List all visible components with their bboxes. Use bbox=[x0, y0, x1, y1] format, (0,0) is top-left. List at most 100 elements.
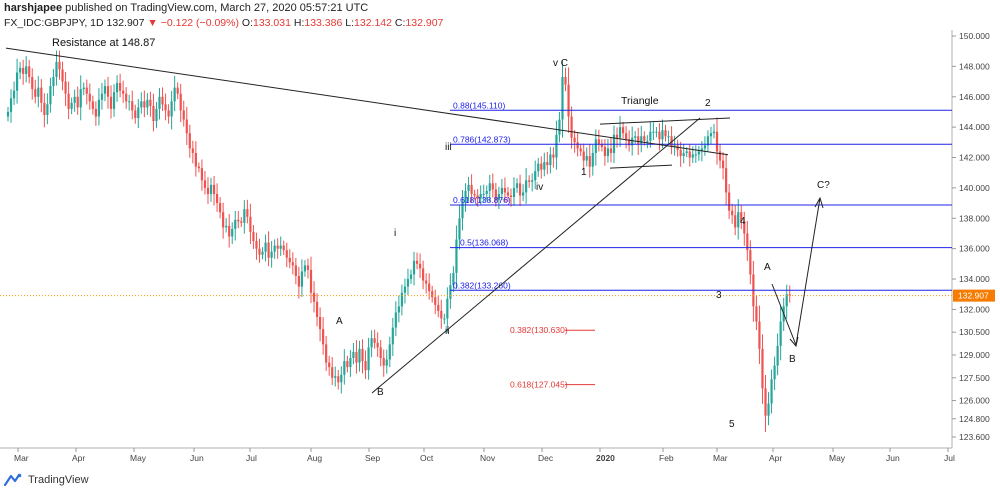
candle-body bbox=[318, 317, 322, 330]
candle bbox=[694, 145, 697, 163]
candle bbox=[137, 99, 140, 129]
symbol-label: FX_IDC:GBPJPY, 1D bbox=[4, 17, 104, 29]
candle bbox=[767, 392, 770, 426]
candle-body bbox=[131, 101, 134, 111]
resistance-trendline bbox=[5, 47, 729, 156]
time-axis[interactable]: Mar Apr May Jun Jul Aug Sep Oct Nov Dec 2020 Feb Mar… bbox=[14, 448, 955, 463]
candle bbox=[315, 293, 319, 327]
drawings-layer: 0.88(145.110) 0.786(142.873) 0.618(138.876… bbox=[0, 37, 952, 430]
candle bbox=[431, 285, 434, 303]
candle-body bbox=[309, 269, 313, 293]
wave-label-ii: ii bbox=[445, 326, 449, 337]
price-axis[interactable]: 150.000 148.000 146.000 144.000 142.000 140.0… bbox=[952, 31, 995, 442]
candle-body bbox=[767, 403, 770, 416]
projection-path bbox=[771, 197, 821, 347]
x-axis-tick-label: Jun bbox=[190, 453, 204, 463]
wave-label-b: B bbox=[377, 387, 384, 398]
fib-level-label: 0.88(145.110) bbox=[453, 100, 505, 110]
candle bbox=[170, 90, 173, 130]
candle bbox=[140, 92, 143, 114]
candle bbox=[237, 211, 240, 229]
candle-body bbox=[182, 110, 185, 120]
candle-body bbox=[512, 187, 516, 198]
wave-label-v-c: v C bbox=[553, 58, 568, 69]
candle bbox=[585, 147, 588, 167]
candle-body bbox=[667, 136, 670, 138]
candle-body bbox=[637, 136, 640, 144]
x-axis-tick-label: Jul bbox=[246, 453, 257, 463]
candle-body bbox=[461, 203, 464, 219]
candle bbox=[276, 238, 279, 259]
candle bbox=[397, 295, 400, 323]
candle bbox=[70, 97, 73, 115]
candle-body bbox=[282, 245, 285, 251]
candle-body bbox=[628, 139, 631, 146]
candle bbox=[346, 355, 349, 373]
candle-body bbox=[528, 180, 531, 182]
candle-body bbox=[652, 131, 655, 133]
candle-body bbox=[6, 111, 10, 117]
candle-body bbox=[694, 154, 697, 156]
candle bbox=[515, 178, 519, 193]
candle-body bbox=[367, 347, 370, 371]
candle bbox=[73, 89, 76, 112]
candle-body bbox=[449, 285, 452, 299]
candle bbox=[112, 84, 116, 117]
candle-body bbox=[437, 304, 440, 311]
y-axis-tick-label: 124.800 bbox=[959, 414, 990, 424]
fib-level-label-red: 0.618(127.045) bbox=[510, 380, 568, 390]
candle-body bbox=[467, 184, 470, 191]
x-axis-tick-label: Nov bbox=[480, 453, 496, 463]
candle bbox=[482, 184, 485, 203]
candle bbox=[391, 317, 394, 356]
wave-label-b-right: B bbox=[789, 354, 796, 365]
candle-body bbox=[134, 110, 137, 119]
candle-body bbox=[558, 119, 561, 135]
candle bbox=[558, 111, 561, 143]
candle bbox=[128, 94, 131, 111]
candle-body bbox=[746, 233, 749, 251]
candle-body bbox=[122, 90, 125, 94]
candle bbox=[340, 366, 343, 394]
candle bbox=[676, 139, 679, 157]
candle bbox=[258, 238, 261, 263]
candle-body bbox=[479, 193, 482, 199]
x-axis-tick-label: Jul bbox=[944, 453, 955, 463]
candle bbox=[734, 204, 737, 236]
candle bbox=[209, 177, 213, 202]
candle-body bbox=[176, 87, 179, 94]
candle bbox=[582, 143, 585, 171]
high-label: H: bbox=[293, 17, 305, 29]
candle-body bbox=[376, 342, 379, 348]
candle bbox=[737, 199, 740, 240]
candle-body bbox=[531, 180, 534, 182]
candle bbox=[185, 106, 188, 145]
candle-body bbox=[664, 130, 667, 137]
candle bbox=[88, 83, 91, 110]
open-value: 133.031 bbox=[252, 17, 291, 29]
candle-body bbox=[649, 131, 652, 141]
candle-body bbox=[697, 151, 700, 155]
candle bbox=[231, 222, 234, 245]
candle bbox=[370, 330, 373, 358]
candle bbox=[394, 301, 397, 337]
candle-body bbox=[740, 212, 743, 222]
candle bbox=[225, 218, 228, 233]
candle bbox=[437, 295, 440, 318]
candle-body bbox=[728, 192, 731, 211]
candle bbox=[255, 232, 258, 260]
candle-body bbox=[388, 344, 391, 360]
candle bbox=[55, 50, 58, 86]
candle bbox=[679, 141, 682, 167]
candle bbox=[625, 126, 628, 149]
candle-body bbox=[734, 215, 737, 228]
author-name[interactable]: harshjapee bbox=[4, 2, 63, 14]
candle-body bbox=[646, 140, 649, 142]
candle-body bbox=[567, 84, 570, 117]
tradingview-footer[interactable]: TradingView bbox=[4, 471, 89, 489]
candle-body bbox=[197, 166, 200, 169]
candle-body bbox=[718, 151, 722, 161]
candle-body bbox=[58, 61, 61, 70]
candle-body bbox=[328, 362, 331, 368]
